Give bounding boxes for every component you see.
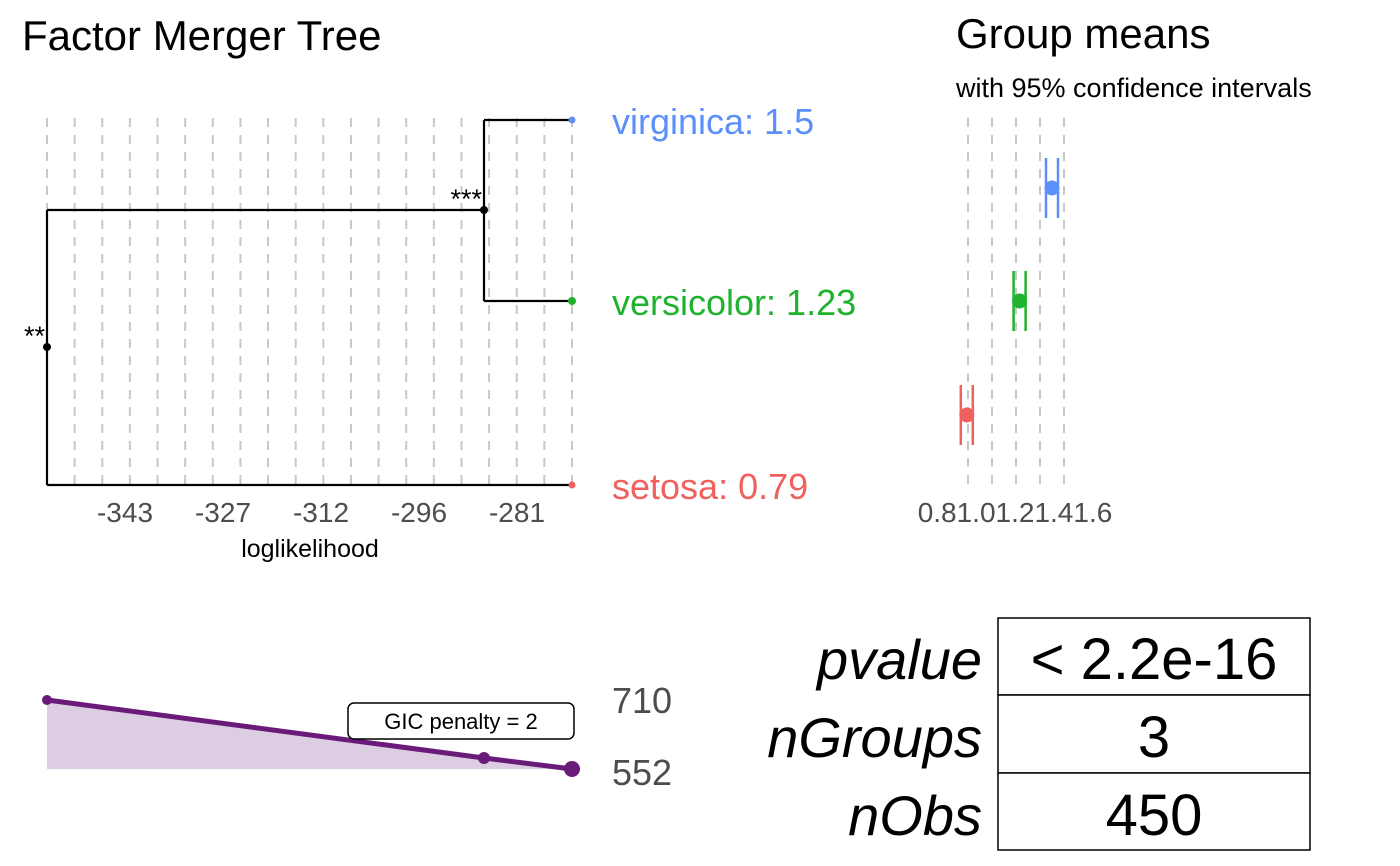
significance-label-merge-1: *** [450,184,482,214]
gic-penalty-label: GIC penalty = 2 [384,709,537,734]
mean-point-versicolor [1012,293,1028,309]
gic-point-start [42,695,52,705]
stats-cell-nobs [997,772,1311,851]
tree-x-tick-label: -343 [97,497,153,528]
merger-tree-title: Factor Merger Tree [22,12,381,59]
tree-leaf-point-setosa [568,481,576,489]
gic-value-bottom: 552 [612,752,672,793]
gic-point-end [564,761,580,777]
stats-key-ngroups: nGroups [767,706,982,769]
gic-value-top: 710 [612,680,672,721]
gic-panel: GIC penalty = 2 710 552 [42,680,672,793]
stats-cell-ngroups [997,694,1311,774]
tree-x-tick-label: -327 [195,497,251,528]
tree-leaf-point-virginica [568,116,576,124]
tree-x-tick-label: -312 [293,497,349,528]
means-x-tick-labels: 0.81.01.21.41.6 [918,497,1113,528]
tree-leaf-point-versicolor [568,297,576,305]
group-means-title: Group means [956,10,1210,57]
leaf-label-setosa: setosa: 0.79 [612,466,808,507]
stats-cell-pvalue [997,617,1311,696]
gic-point-merge [478,752,490,764]
tree-branches [43,116,576,489]
stats-value-ngroups: 3 [1138,705,1170,770]
gic-penalty-box [347,702,575,740]
significance-label-merge-2: ** [24,321,46,351]
stats-key-nobs: nObs [848,784,982,847]
tree-x-axis: -343 -327 -312 -296 -281 [97,497,545,528]
mean-point-setosa [959,407,975,423]
stats-table: pvalue nGroups nObs < 2.2e-16 3 450 [767,617,1311,851]
means-points [959,158,1060,445]
tree-x-axis-title: loglikelihood [241,535,379,563]
stats-value-pvalue: < 2.2e-16 [1031,627,1278,692]
leaf-label-virginica: virginica: 1.5 [612,101,814,142]
stats-value-nobs: 450 [1106,783,1203,848]
leaf-label-versicolor: versicolor: 1.23 [612,282,856,323]
gic-area [47,700,572,769]
tree-x-tick-label: -281 [489,497,545,528]
mean-point-virginica [1044,180,1060,196]
tree-node-merge-2 [43,343,51,351]
tree-x-tick-label: -296 [391,497,447,528]
group-means-subtitle: with 95% confidence intervals [955,73,1312,103]
stats-key-pvalue: pvalue [815,628,982,691]
tree-node-merge-1 [480,206,488,214]
